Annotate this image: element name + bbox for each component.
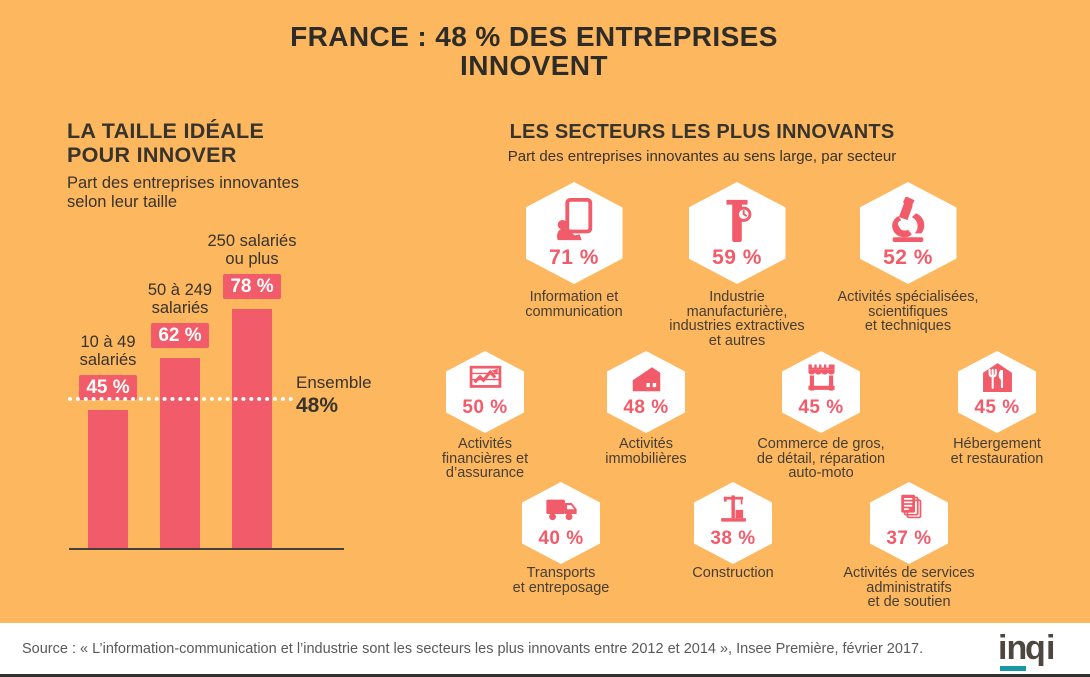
x-axis-line: [69, 548, 344, 550]
sector-label: Activités de services administratifs et …: [843, 565, 975, 610]
finance-chart-icon: [469, 361, 502, 394]
bar-value-badge: 62 %: [151, 323, 209, 348]
sector-label: Information et communication: [525, 289, 623, 320]
inpi-logo-text-p: p: [1026, 629, 1046, 667]
sector-hexagon: 38 %: [694, 482, 772, 564]
sector-label: Hébergement et restauration: [950, 436, 1044, 467]
sector-hexagon: 40 %: [522, 482, 600, 564]
ensemble-value: 48%: [296, 394, 339, 417]
sector-value: 52 %: [883, 246, 933, 269]
sector-value: 48 %: [623, 397, 669, 418]
sector-hexagon: 50 %: [446, 351, 524, 433]
ensemble-reference-line: [68, 397, 293, 401]
sector-value: 71 %: [549, 246, 599, 269]
restaurant-icon: [981, 361, 1014, 394]
sector-label: Industrie manufacturière, industries ext…: [669, 289, 805, 349]
sector-label: Commerce de gros, de détail, réparation …: [756, 436, 886, 481]
footer-bottom-strip: [0, 674, 1090, 677]
sector-value: 45 %: [798, 397, 844, 418]
sector-label: Activités financières et d’assurance: [441, 436, 529, 481]
truck-icon: [545, 492, 578, 525]
sectors-section-subheading: Part des entreprises innovantes au sens …: [507, 148, 897, 165]
sector-label: Activités spécialisées, scientifiques et…: [837, 289, 979, 334]
sector-hexagon: 71 %: [525, 182, 623, 284]
bar-category-label: 50 à 249 salariés: [147, 281, 213, 317]
size-section-subheading: Part des entreprises innovantes selon le…: [67, 174, 300, 211]
crane-icon: [717, 492, 750, 525]
sector-value: 45 %: [974, 397, 1020, 418]
page-title: FRANCE : 48 % DES ENTREPRISES INNOVENT: [234, 22, 834, 80]
bar: [88, 410, 128, 549]
size-section-heading: LA TAILLE IDÉALE POUR INNOVER: [67, 119, 265, 167]
sector-value: 37 %: [886, 528, 932, 549]
ensemble-label: Ensemble: [296, 373, 372, 392]
documents-icon: [893, 492, 926, 525]
sector-label: Transports et entreposage: [512, 565, 610, 596]
bar-category-label: 250 salariés ou plus: [207, 232, 297, 268]
sector-hexagon: 37 %: [870, 482, 948, 564]
caliper-icon: [714, 197, 760, 243]
source-citation: Source : « L’information-communication e…: [22, 640, 924, 657]
bar-category-label: 10 à 49 salariés: [79, 333, 137, 369]
bar: [232, 309, 272, 549]
storefront-icon: [805, 361, 838, 394]
sector-label: Construction: [692, 565, 774, 581]
sector-label: Activités immobilières: [605, 436, 687, 467]
sector-hexagon: 45 %: [958, 351, 1036, 433]
sector-value: 50 %: [462, 397, 508, 418]
sectors-section-heading: LES SECTEURS LES PLUS INNOVANTS: [509, 121, 895, 143]
sector-hexagon: 48 %: [607, 351, 685, 433]
house-icon: [630, 361, 663, 394]
inpi-logo-text-in: in: [998, 629, 1027, 667]
sector-value: 40 %: [538, 528, 584, 549]
bar-value-badge: 45 %: [79, 375, 137, 400]
page-title-line2: INNOVENT: [460, 50, 608, 81]
inpi-logo: inpi: [998, 629, 1056, 671]
bar: [160, 358, 200, 549]
page-title-line1: FRANCE : 48 % DES ENTREPRISES: [290, 21, 778, 52]
sector-hexagon: 45 %: [782, 351, 860, 433]
tablet-touch-icon: [551, 197, 597, 243]
sector-value: 38 %: [710, 528, 756, 549]
sector-value: 59 %: [712, 246, 762, 269]
inpi-logo-underline: [1000, 666, 1026, 671]
inpi-logo-text-i: i: [1046, 629, 1056, 667]
bar-chart: 45 % 10 à 49 salariés 62 % 50 à 249 salarié…: [68, 232, 368, 549]
footer-bar: Source : « L’information-communication e…: [0, 623, 1090, 674]
microscope-icon: [885, 197, 931, 243]
sector-hexagon: 59 %: [688, 182, 786, 284]
ensemble-annotation: Ensemble 48%: [296, 373, 372, 418]
sector-hexagon: 52 %: [859, 182, 957, 284]
bar-value-badge: 78 %: [223, 274, 281, 299]
